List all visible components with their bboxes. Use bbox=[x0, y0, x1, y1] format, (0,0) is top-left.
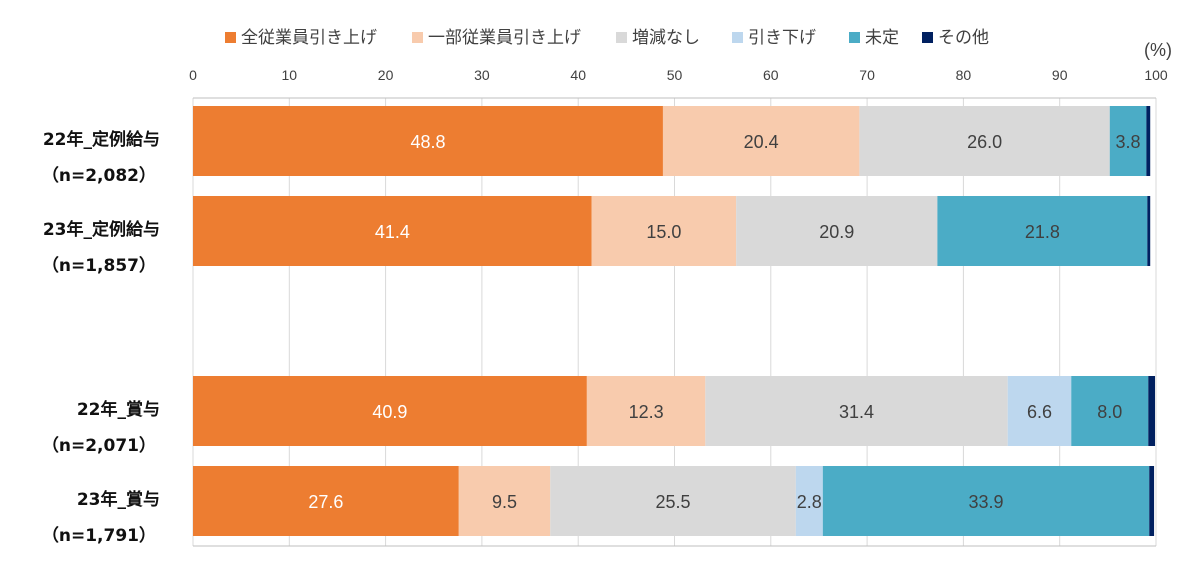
bar-segment-4-3 bbox=[550, 466, 796, 536]
data-label: 48.8 bbox=[410, 132, 445, 152]
data-label: 20.9 bbox=[819, 222, 854, 242]
legend-swatch bbox=[849, 32, 860, 43]
bar-segment-1-5 bbox=[1109, 106, 1147, 176]
bar-segment-4-4 bbox=[795, 466, 823, 536]
legend-label: その他 bbox=[938, 28, 989, 48]
axis-layer: 0 10 20 30 40 50 60 70 80 90 100 (%) bbox=[189, 40, 1172, 547]
unit-label: (%) bbox=[1144, 40, 1172, 60]
bar-segment-3-3 bbox=[705, 376, 1008, 446]
category-sample-label: （n=2,071） bbox=[42, 435, 156, 456]
legend-swatch bbox=[412, 32, 423, 43]
data-label: 40.9 bbox=[372, 402, 407, 422]
bar-segment-4-2 bbox=[458, 466, 551, 536]
x-tick-label: 30 bbox=[474, 67, 490, 83]
category-sample-label: （n=1,857） bbox=[42, 255, 156, 276]
legend-swatch bbox=[225, 32, 236, 43]
bar-segment-1-2 bbox=[662, 106, 860, 176]
data-label: 8.0 bbox=[1097, 402, 1122, 422]
category-label: 22年_定例給与 bbox=[43, 129, 160, 150]
data-label: 27.6 bbox=[308, 492, 343, 512]
category-label: 23年_賞与 bbox=[77, 489, 160, 510]
x-tick-label: 20 bbox=[378, 67, 394, 83]
legend-label: 全従業員引き上げ bbox=[241, 28, 377, 48]
category-labels: 22年_定例給与 （n=2,082） 23年_定例給与 （n=1,857） 22年_賞与… bbox=[42, 129, 160, 546]
bar-segment-3-1 bbox=[193, 376, 587, 446]
data-label: 3.8 bbox=[1116, 132, 1141, 152]
bar-segment-1-1 bbox=[193, 106, 663, 176]
data-label: 21.8 bbox=[1025, 222, 1060, 242]
legend-swatch bbox=[922, 32, 933, 43]
data-label: 31.4 bbox=[839, 402, 874, 422]
category-sample-label: （n=2,082） bbox=[42, 165, 156, 186]
data-label: 9.5 bbox=[492, 492, 517, 512]
x-tick-label: 50 bbox=[667, 67, 683, 83]
data-label: 6.6 bbox=[1027, 402, 1052, 422]
data-label: 2.8 bbox=[797, 492, 822, 512]
bar-segment-2-3 bbox=[736, 196, 938, 266]
x-tick-label: 100 bbox=[1144, 67, 1168, 83]
data-label: 12.3 bbox=[629, 402, 664, 422]
bar-segment-2-1 bbox=[193, 196, 592, 266]
legend-swatch bbox=[616, 32, 627, 43]
legend-label: 未定 bbox=[865, 28, 899, 48]
legend-label: 増減なし bbox=[632, 28, 700, 48]
category-label: 22年_賞与 bbox=[77, 399, 160, 420]
data-labels-layer: 48.8 20.4 26.0 3.8 41.4 15.0 20.9 21.8 40.9 12.3 3… bbox=[308, 132, 1140, 512]
category-sample-label: （n=1,791） bbox=[42, 525, 156, 546]
bar-segment-3-2 bbox=[586, 376, 706, 446]
bar-segment-3-4 bbox=[1007, 376, 1072, 446]
category-label: 23年_定例給与 bbox=[43, 219, 160, 240]
legend: 全従業員引き上げ 一部従業員引き上げ 増減なし 引き下げ 未定 その他 bbox=[225, 28, 989, 48]
legend-swatch bbox=[732, 32, 743, 43]
x-tick-label: 0 bbox=[189, 67, 197, 83]
x-tick-label: 40 bbox=[570, 67, 586, 83]
bar-segment-1-6 bbox=[1146, 106, 1151, 176]
bar-segment-4-5 bbox=[822, 466, 1150, 536]
bar-segment-1-3 bbox=[859, 106, 1110, 176]
x-tick-label: 90 bbox=[1052, 67, 1068, 83]
data-label: 26.0 bbox=[967, 132, 1002, 152]
bar-segment-2-6 bbox=[1147, 196, 1151, 266]
legend-label: 引き下げ bbox=[748, 28, 816, 48]
legend-label: 一部従業員引き上げ bbox=[428, 28, 581, 48]
data-label: 20.4 bbox=[744, 132, 779, 152]
data-label: 33.9 bbox=[969, 492, 1004, 512]
x-tick-label: 60 bbox=[763, 67, 779, 83]
bars-layer bbox=[193, 106, 1156, 536]
bar-segment-3-5 bbox=[1071, 376, 1149, 446]
bar-segment-4-6 bbox=[1149, 466, 1155, 536]
bar-segment-3-6 bbox=[1148, 376, 1156, 446]
bar-segment-4-1 bbox=[193, 466, 459, 536]
data-label: 15.0 bbox=[646, 222, 681, 242]
bar-segment-2-2 bbox=[591, 196, 737, 266]
data-label: 41.4 bbox=[375, 222, 410, 242]
data-label: 25.5 bbox=[656, 492, 691, 512]
x-tick-label: 80 bbox=[956, 67, 972, 83]
x-tick-label: 70 bbox=[859, 67, 875, 83]
x-tick-label: 10 bbox=[282, 67, 298, 83]
bar-segment-2-5 bbox=[937, 196, 1148, 266]
